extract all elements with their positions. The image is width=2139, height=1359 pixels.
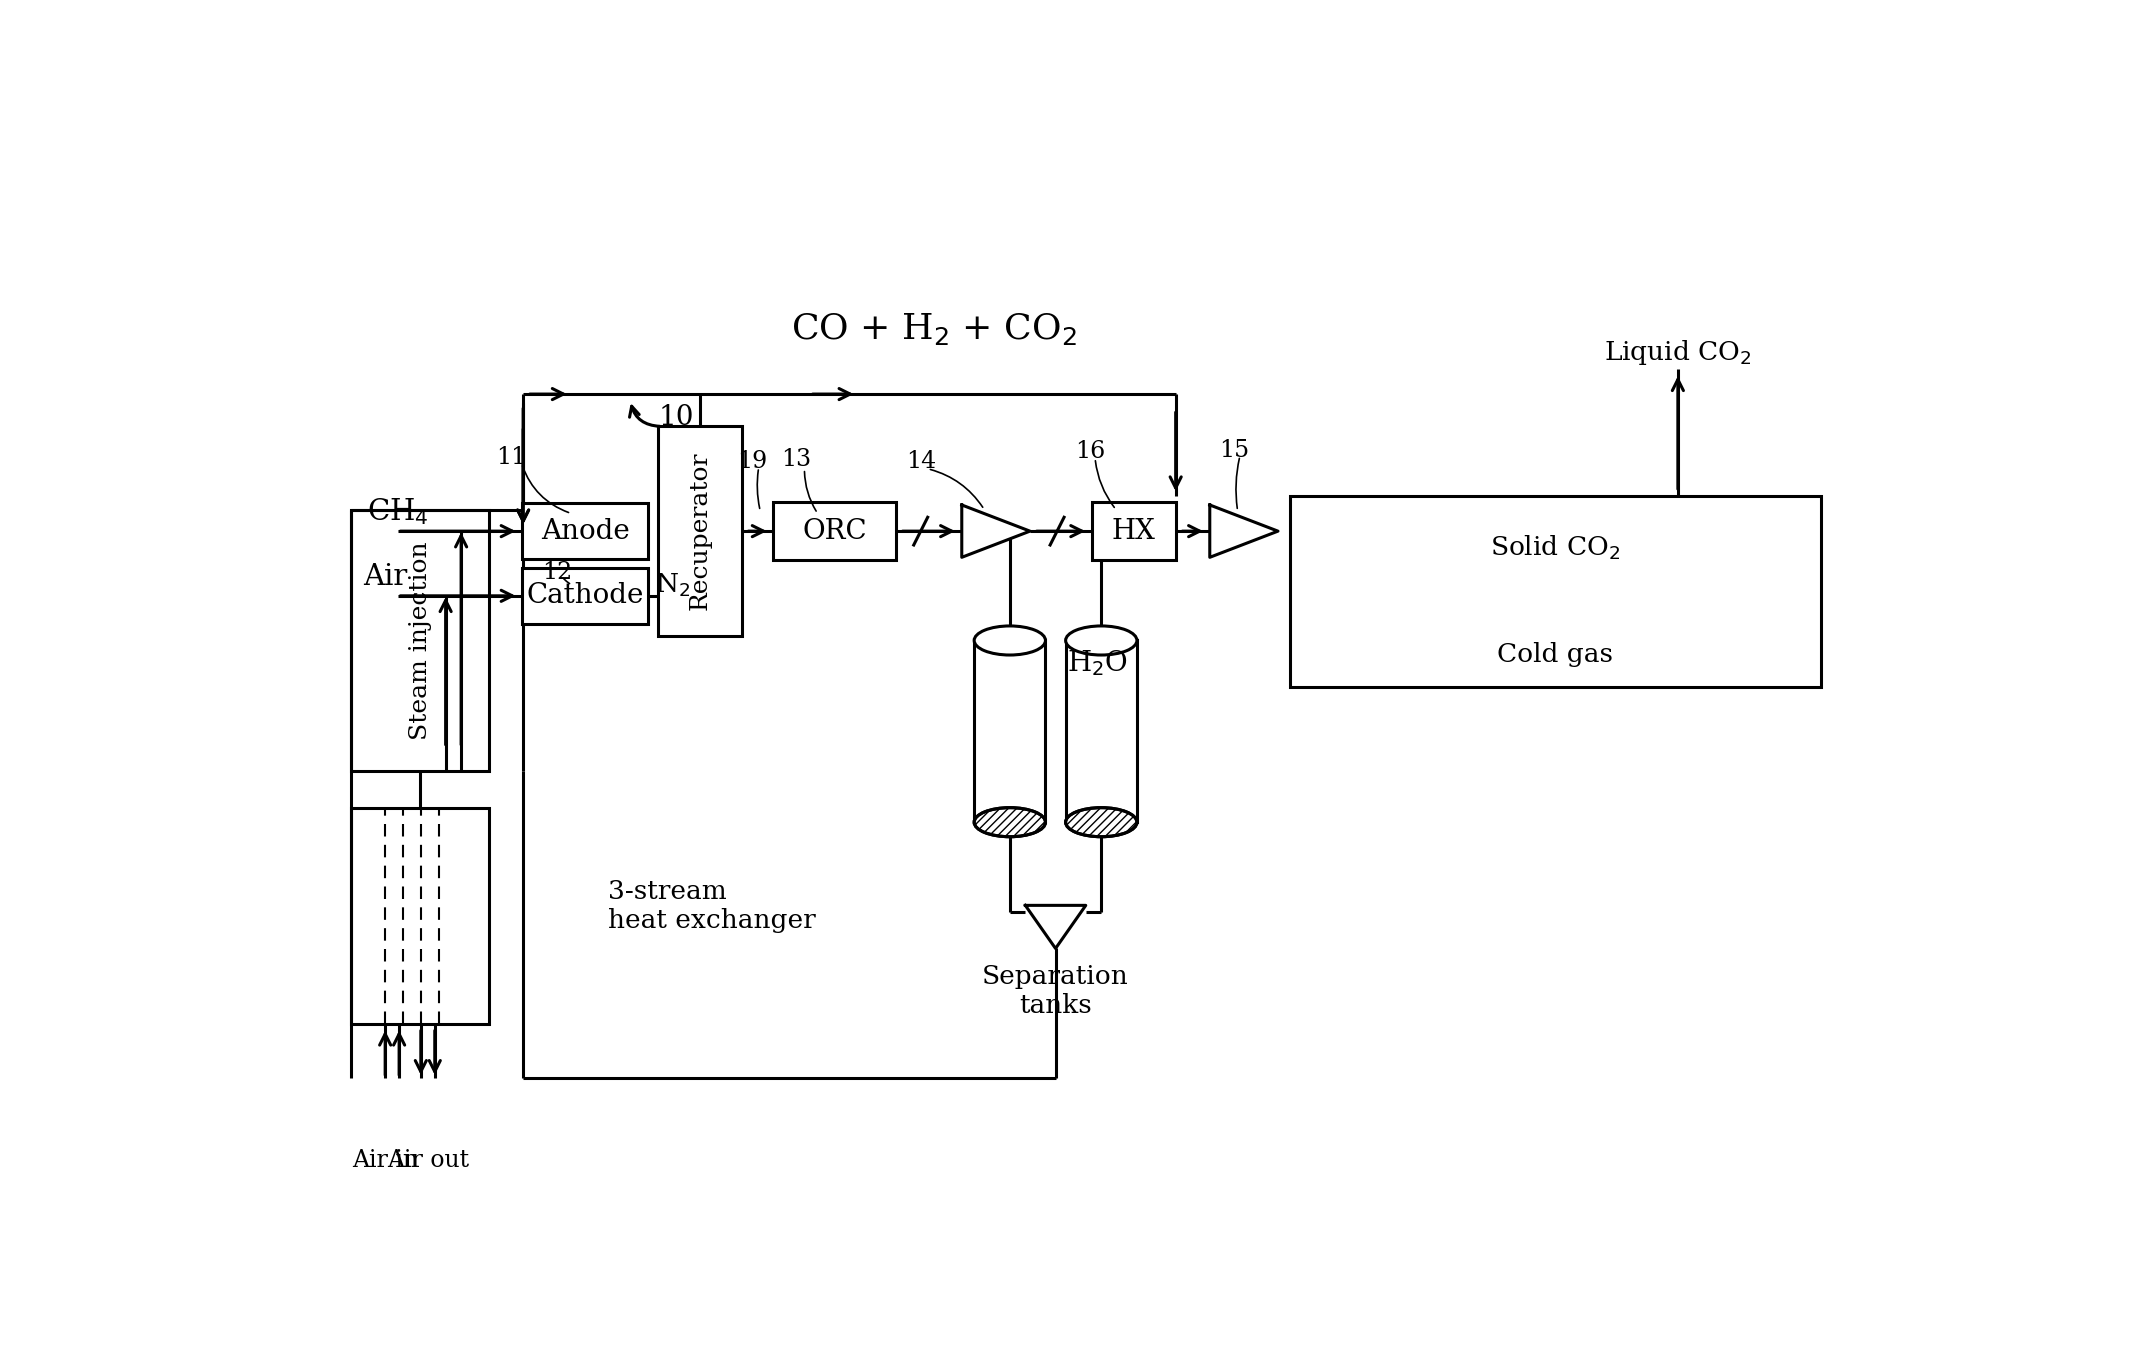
Text: ORC: ORC	[802, 518, 866, 545]
Ellipse shape	[1065, 626, 1138, 655]
Polygon shape	[1025, 905, 1087, 949]
Text: Cold gas: Cold gas	[1497, 641, 1613, 667]
Text: N$_2$: N$_2$	[655, 571, 691, 599]
Polygon shape	[1211, 506, 1277, 557]
Text: 10: 10	[659, 404, 695, 431]
Text: 13: 13	[781, 448, 811, 472]
Bar	[351, 809, 490, 1023]
Ellipse shape	[973, 807, 1046, 837]
Text: Air in: Air in	[353, 1148, 419, 1171]
Text: Solid CO$_2$: Solid CO$_2$	[1491, 534, 1621, 563]
Ellipse shape	[1065, 807, 1138, 837]
Text: Steam injection: Steam injection	[409, 541, 432, 739]
Bar	[973, 640, 1046, 822]
Text: Cathode: Cathode	[526, 582, 644, 609]
Ellipse shape	[973, 626, 1046, 655]
Text: HX: HX	[1112, 518, 1155, 545]
Text: 19: 19	[738, 450, 768, 473]
Text: Recuperator: Recuperator	[689, 453, 712, 610]
Text: Liquid CO$_2$: Liquid CO$_2$	[1604, 338, 1752, 367]
Bar	[774, 501, 896, 560]
Bar	[522, 568, 648, 624]
Text: 3-stream
heat exchanger: 3-stream heat exchanger	[607, 879, 817, 934]
Bar	[1065, 640, 1138, 822]
Bar	[659, 427, 742, 636]
Text: Anode: Anode	[541, 518, 629, 545]
Text: 12: 12	[541, 561, 573, 584]
Text: CH$_4$: CH$_4$	[366, 496, 428, 526]
Bar	[1093, 501, 1176, 560]
Text: Separation
tanks: Separation tanks	[982, 964, 1129, 1018]
Bar	[1290, 496, 1820, 686]
Bar	[973, 731, 1046, 822]
Text: 15: 15	[1219, 439, 1249, 462]
Bar	[351, 511, 490, 771]
Text: 16: 16	[1076, 440, 1106, 463]
Text: Air out: Air out	[387, 1148, 468, 1171]
Text: 14: 14	[907, 450, 937, 473]
Bar	[522, 503, 648, 559]
Bar	[1065, 731, 1138, 822]
Text: CO + H$_2$ + CO$_2$: CO + H$_2$ + CO$_2$	[791, 311, 1076, 347]
Polygon shape	[963, 506, 1031, 557]
Text: Air: Air	[364, 563, 406, 591]
Text: 11: 11	[496, 446, 526, 469]
Text: H$_2$O: H$_2$O	[1067, 648, 1127, 678]
